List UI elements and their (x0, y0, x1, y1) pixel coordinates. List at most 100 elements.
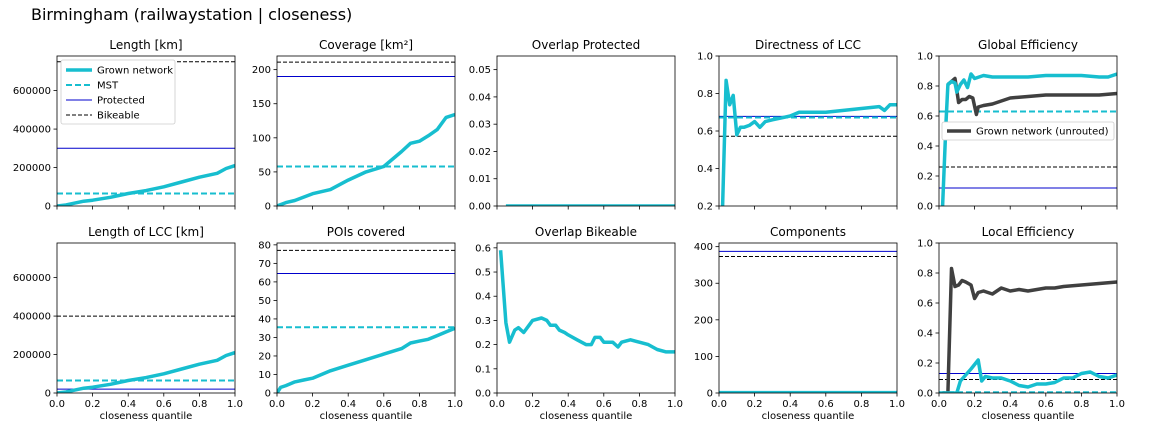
grown-series-line (942, 358, 1117, 393)
y-tick-label: 50 (258, 167, 271, 178)
y-tick-label: 40 (258, 314, 271, 325)
plot-area (719, 78, 897, 206)
y-tick-label: 0.5 (475, 268, 491, 279)
y-tick-label: 100 (252, 133, 271, 144)
x-tick-label: 0.4 (560, 399, 576, 410)
axes-frame (56, 55, 236, 207)
axes-frame (276, 242, 456, 394)
panel-8: Overlap Bikeable 0.0 0.1 0.2 0.3 0.4 0.5 0.6 0.0… (475, 225, 683, 422)
axes-frame (496, 55, 676, 207)
x-tick-label: 0.8 (853, 399, 869, 410)
y-tick-label: 0.4 (475, 292, 491, 303)
y-tick-label: 150 (252, 99, 271, 110)
y-tick-label: 0.2 (697, 202, 713, 213)
legend-box (60, 59, 176, 125)
panel-title: Length [km] (109, 38, 182, 52)
y-tick-label: 100 (694, 352, 713, 363)
panel-title: Directness of LCC (755, 38, 861, 52)
x-tick-label: 0.0 (49, 399, 65, 410)
y-tick-label: 0.8 (917, 82, 933, 93)
x-tick-label: 1.0 (1109, 399, 1125, 410)
y-tick-label: 0.0 (475, 389, 491, 400)
x-tick-label: 0.6 (156, 399, 172, 410)
panel-title: Overlap Protected (532, 38, 640, 52)
grown-series-line (498, 250, 675, 354)
x-tick-label: 0.8 (1073, 399, 1089, 410)
axes-frame (718, 242, 898, 394)
y-tick-label: 400000 (13, 312, 51, 323)
plot-area (719, 250, 897, 393)
x-tick-label: 0.2 (85, 399, 101, 410)
y-tick-label: 0.1 (475, 364, 491, 375)
panel-title: POIs covered (327, 225, 405, 239)
y-tick-label: 10 (258, 370, 271, 381)
panel-7: POIs covered 0 10 20 30 40 50 60 70 80 0.0 0.2 0.4 0.… (258, 225, 463, 422)
y-tick-label: 200 (694, 315, 713, 326)
x-tick-label: 0.2 (967, 399, 983, 410)
y-tick-label: 0.4 (917, 142, 933, 153)
x-tick-label: 1.0 (447, 399, 463, 410)
axes-frame (496, 242, 676, 394)
grown-series-line (57, 163, 235, 206)
y-tick-label: 0.02 (469, 147, 491, 158)
grown-series-line (720, 78, 897, 206)
y-tick-label: 300 (694, 279, 713, 290)
y-tick-label: 0.8 (917, 269, 933, 280)
x-tick-label: 0.6 (1038, 399, 1054, 410)
grown-series-line (940, 72, 1117, 206)
panel-9: Components 0 100 200 300 400 0.0 0.2 0.4 0.6 0.8 1.… (694, 225, 905, 422)
y-tick-label: 0.3 (475, 316, 491, 327)
y-tick-label: 0.2 (917, 359, 933, 370)
legend-box (941, 121, 1115, 141)
y-tick-label: 200000 (13, 350, 51, 361)
plot-area (939, 72, 1117, 206)
y-tick-label: 0.03 (469, 120, 491, 131)
panel-4: Directness of LCC 0.2 0.4 0.6 0.8 1.0 (697, 38, 898, 213)
x-tick-label: 1.0 (889, 399, 905, 410)
x-tick-label: 0.0 (269, 399, 285, 410)
panel-title: Overlap Bikeable (535, 225, 637, 239)
figure-title: Birmingham (railwaystation | closeness) (31, 5, 352, 24)
unrouted-series-line (946, 76, 1117, 117)
x-tick-label: 0.2 (525, 399, 541, 410)
x-tick-label: 0.2 (305, 399, 321, 410)
y-tick-label: 1.0 (917, 52, 933, 63)
y-tick-label: 600000 (13, 273, 51, 284)
x-axis-label: closeness quantile (100, 411, 193, 422)
x-tick-label: 0.4 (782, 399, 798, 410)
y-tick-label: 1.0 (697, 52, 713, 63)
y-tick-label: 0 (45, 389, 51, 400)
panel-title: Coverage [km²] (319, 38, 413, 52)
panel-title: Global Efficiency (978, 38, 1078, 52)
y-tick-label: 200000 (13, 163, 51, 174)
panel-title: Local Efficiency (982, 225, 1075, 239)
x-tick-label: 0.4 (1002, 399, 1018, 410)
x-axis-label: closeness quantile (320, 411, 413, 422)
y-tick-label: 50 (258, 296, 271, 307)
y-tick-label: 0.05 (469, 65, 491, 76)
grown-series-line (57, 350, 235, 393)
axes-frame (718, 55, 898, 207)
y-tick-label: 0.0 (917, 202, 933, 213)
y-tick-label: 80 (258, 240, 271, 251)
y-tick-label: 0.6 (697, 127, 713, 138)
axes-frame (56, 242, 236, 394)
y-tick-label: 0.4 (917, 329, 933, 340)
panel-5: Global Efficiency 0.0 0.2 0.4 0.6 0.8 1.0 Grown… (917, 38, 1118, 213)
y-tick-label: 0.04 (469, 92, 491, 103)
plot-area (57, 315, 235, 393)
plot-area (277, 61, 455, 206)
y-tick-label: 0 (265, 389, 271, 400)
panel-title: Components (770, 225, 846, 239)
x-tick-label: 0.0 (489, 399, 505, 410)
x-axis-label: closeness quantile (540, 411, 633, 422)
y-tick-label: 70 (258, 259, 271, 270)
axes-frame (938, 55, 1118, 207)
y-tick-label: 600000 (13, 86, 51, 97)
panel-title: Length of LCC [km] (88, 225, 204, 239)
x-tick-label: 0.6 (596, 399, 612, 410)
unrouted-series-line (942, 266, 1117, 393)
y-tick-label: 0.00 (469, 202, 491, 213)
